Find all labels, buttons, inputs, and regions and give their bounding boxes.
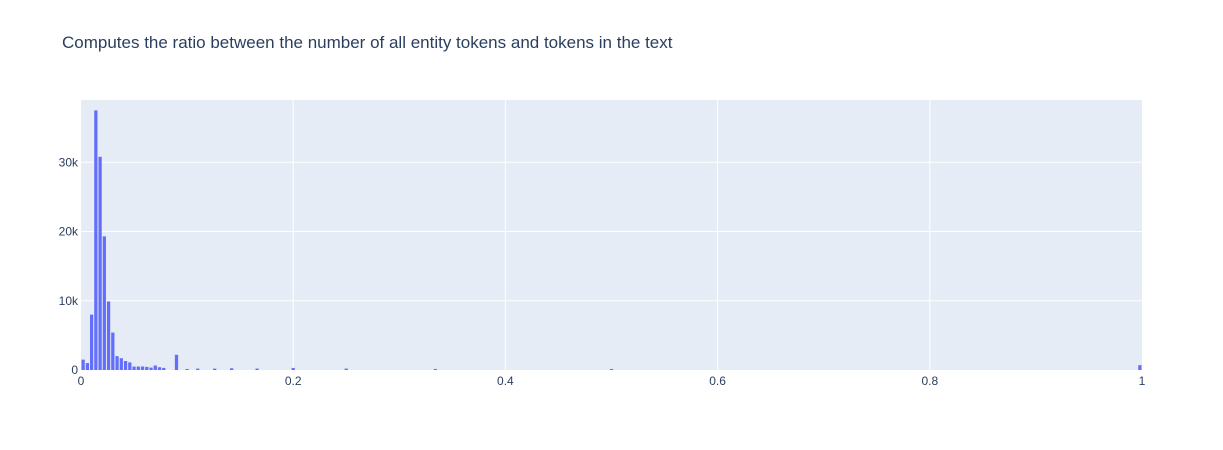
y-tick-label: 10k (59, 294, 79, 308)
histogram-bar[interactable] (106, 301, 111, 370)
bars (81, 110, 1142, 371)
y-tick-label: 0 (71, 363, 78, 377)
histogram-bar[interactable] (111, 332, 115, 370)
x-tick-label: 0.4 (497, 374, 514, 388)
histogram-bar[interactable] (196, 368, 200, 370)
histogram-bar[interactable] (94, 110, 98, 370)
x-tick-label: 0.6 (709, 374, 726, 388)
histogram-bar[interactable] (162, 367, 166, 370)
histogram-bar[interactable] (128, 362, 132, 370)
histogram-bar[interactable] (102, 236, 106, 370)
x-tick-label: 0.8 (921, 374, 938, 388)
x-axis-ticks: 0 0.2 0.4 0.6 0.8 1 (78, 374, 1146, 388)
histogram-bar[interactable] (157, 367, 162, 370)
histogram-bar[interactable] (123, 361, 128, 370)
y-tick-label: 30k (59, 155, 79, 169)
histogram-bar[interactable] (81, 359, 85, 370)
histogram-bar[interactable] (291, 367, 295, 370)
x-tick-label: 0.2 (285, 374, 302, 388)
histogram-bar[interactable] (85, 363, 89, 370)
histogram-bar[interactable] (1138, 365, 1142, 370)
histogram-bar[interactable] (230, 368, 234, 370)
histogram-bar[interactable] (433, 368, 437, 370)
histogram-bar[interactable] (98, 156, 102, 370)
histogram-bar[interactable] (136, 366, 140, 370)
histogram-bar[interactable] (132, 366, 136, 370)
histogram-bar[interactable] (140, 366, 145, 370)
gridlines (81, 100, 1142, 370)
histogram-bar[interactable] (609, 368, 614, 370)
x-tick-label: 0 (78, 374, 85, 388)
y-tick-label: 20k (59, 225, 79, 239)
histogram-bar[interactable] (145, 366, 149, 370)
histogram-bar[interactable] (174, 354, 179, 370)
histogram-bar[interactable] (89, 314, 94, 370)
histogram-bar[interactable] (119, 358, 123, 370)
x-tick-label: 1 (1139, 374, 1146, 388)
histogram-bar[interactable] (344, 368, 348, 370)
plot-area (81, 100, 1142, 370)
histogram-bar[interactable] (213, 368, 217, 370)
histogram-bar[interactable] (185, 368, 189, 370)
histogram-bar[interactable] (153, 365, 157, 371)
histogram-bar[interactable] (115, 356, 119, 370)
y-axis-ticks: 0 10k 20k 30k (59, 155, 79, 377)
histogram-bar[interactable] (255, 368, 259, 370)
chart-title: Computes the ratio between the number of… (62, 33, 673, 52)
histogram-bar[interactable] (149, 367, 153, 370)
